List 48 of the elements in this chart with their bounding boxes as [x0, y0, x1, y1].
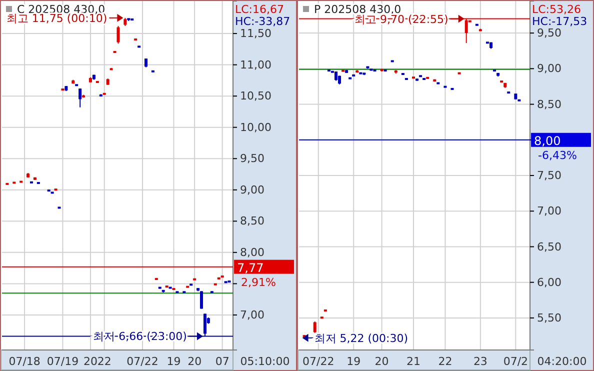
y-tick-label: 9,00 — [240, 183, 264, 196]
text: LC:53,26 — [532, 3, 582, 16]
y-tick-label: 11,50 — [240, 27, 272, 40]
candlestick — [203, 313, 206, 337]
y-tick-label: 8,50 — [537, 98, 562, 111]
text: -6,43% — [538, 148, 577, 162]
y-tick-label: 8,00 — [240, 246, 264, 259]
candlestick — [313, 321, 316, 334]
x-tick-label: 22 — [438, 355, 452, 368]
y-tick-label: 10,50 — [240, 90, 272, 103]
y-tick-label: 7,00 — [537, 204, 562, 218]
x-tick-label: 20 — [374, 355, 389, 368]
text: 2,91% — [241, 276, 276, 289]
x-tick-label: 07 — [215, 355, 230, 368]
candlestick — [78, 88, 82, 108]
x-tick-label: 19 — [346, 355, 361, 368]
x-tick-label: 22 — [97, 355, 112, 368]
y-tick-label: 7,50 — [537, 169, 562, 182]
x-tick-label: 20 — [188, 355, 202, 368]
y-tick-label: 8,50 — [240, 214, 264, 228]
y-tick-label: 10,00 — [240, 120, 272, 134]
chart-title: P 202508 430,0 — [314, 3, 402, 16]
text: HC:-33,87 — [235, 15, 290, 28]
ref-line-label: 7,77 — [237, 260, 264, 275]
x-tick-label: 19 — [166, 355, 181, 368]
x-tick-label: 23 — [473, 355, 488, 368]
candlestick — [334, 71, 338, 82]
x-axis-title: 05:10:00 — [240, 355, 290, 368]
x-tick-label: 20 — [83, 355, 98, 368]
text: LC:16,67 — [235, 3, 284, 16]
annotation: 최저 5,22 (00:30) — [314, 332, 408, 345]
y-tick-label: 9,50 — [240, 152, 264, 166]
y-tick-label: 9,50 — [537, 26, 562, 40]
text: HC:-17,53 — [532, 15, 588, 28]
y-tick-label: 6,50 — [537, 240, 562, 254]
y-tick-label: 5,50 — [537, 311, 562, 324]
x-tick-label: 07/19 — [46, 355, 79, 368]
x-tick-label: 07/18 — [8, 355, 40, 368]
x-axis-title: 04:20:00 — [537, 355, 587, 368]
y-tick-label: 9,00 — [537, 62, 562, 76]
x-tick-label: 07/2 — [503, 355, 528, 368]
candlestick — [116, 26, 120, 44]
x-tick-label: 21 — [406, 355, 420, 368]
x-tick-label: 07/22 — [126, 355, 158, 368]
y-tick-label: 11,00 — [240, 58, 272, 72]
y-tick-label: 7,00 — [240, 308, 264, 322]
y-tick-label: 6,00 — [537, 276, 562, 289]
x-tick-label: 07/22 — [302, 355, 334, 368]
